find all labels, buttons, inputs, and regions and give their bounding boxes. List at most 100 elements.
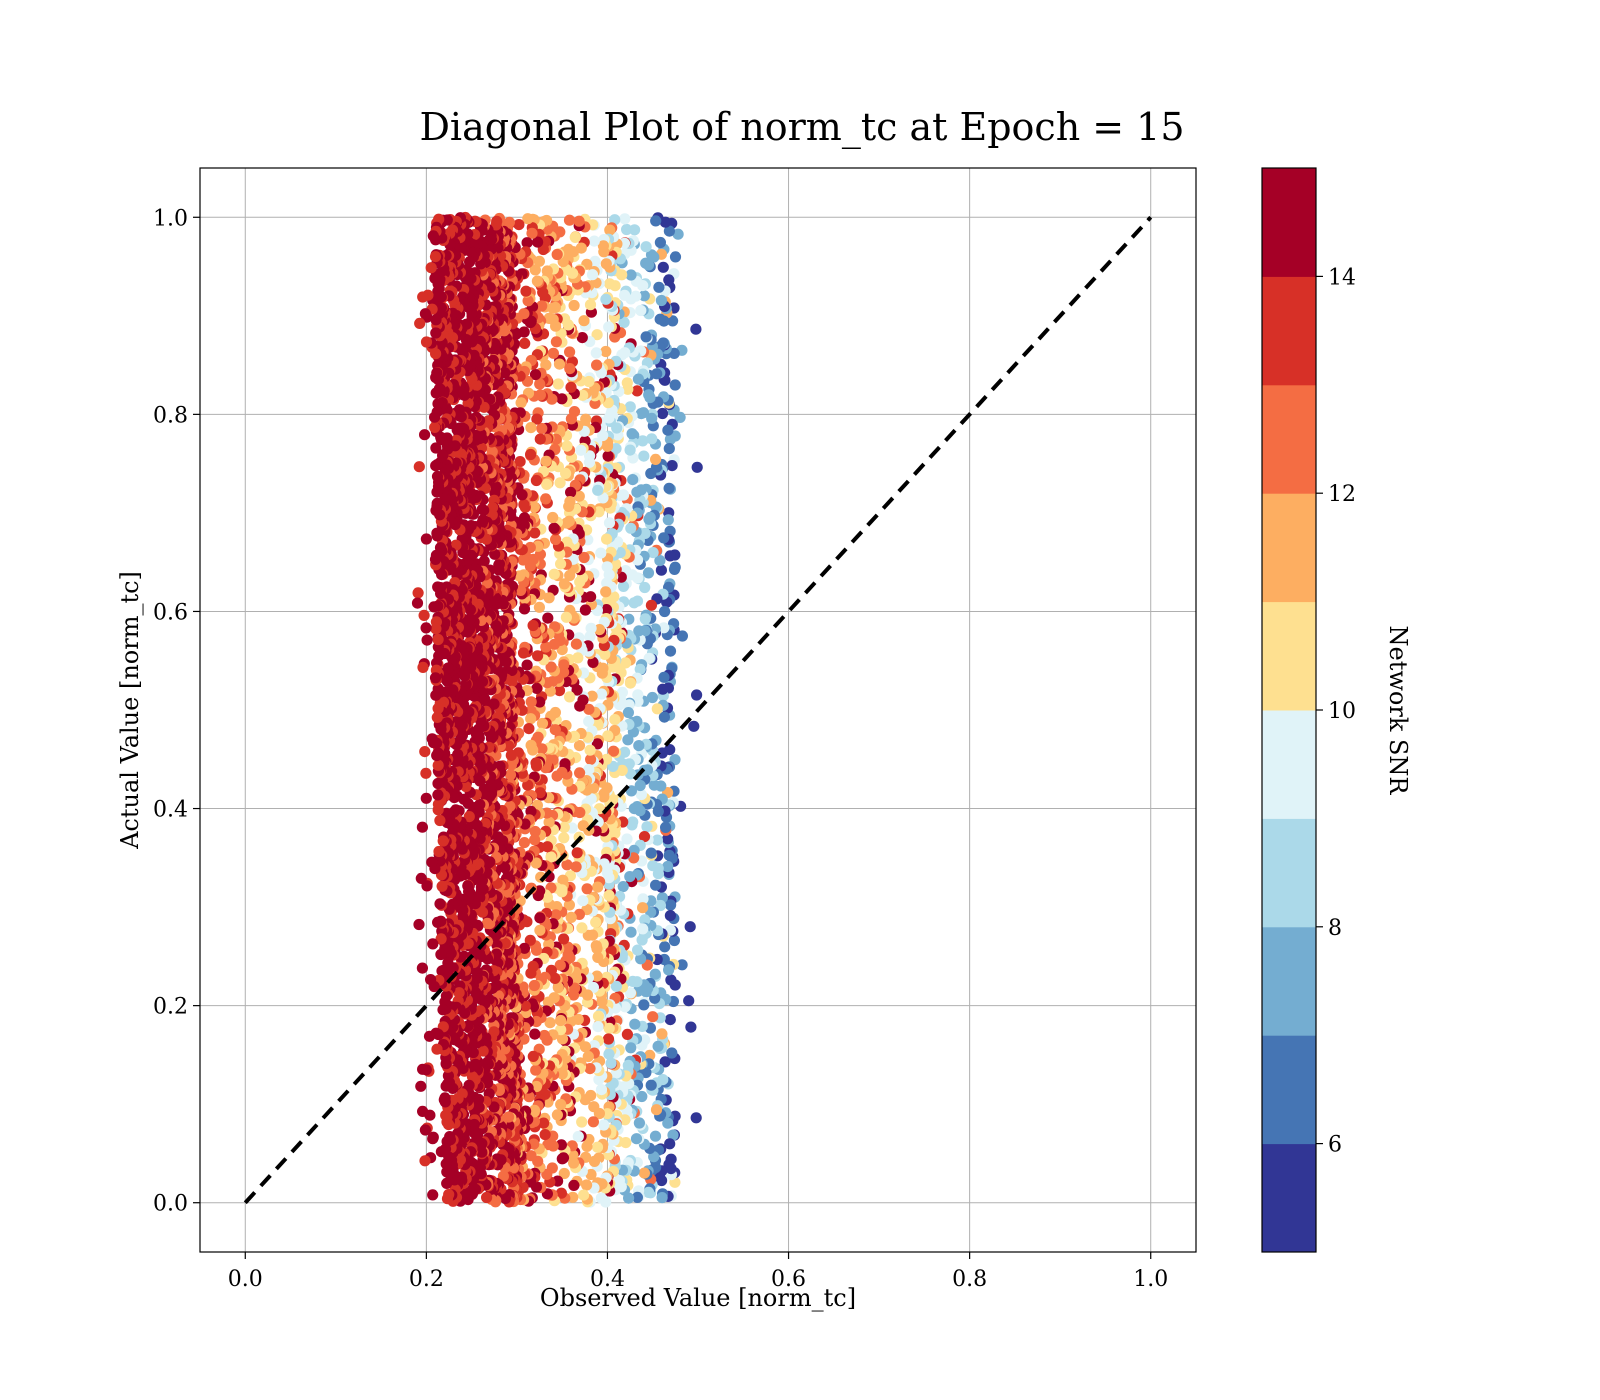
scatter-point [530,757,542,769]
scatter-point [481,917,493,930]
scatter-point [591,1141,604,1153]
scatter-point [622,734,634,746]
scatter-point [600,293,612,305]
scatter-point [650,453,662,465]
scatter-point [662,514,674,526]
scatter-point [609,331,621,343]
scatter-point [550,336,563,348]
scatter-point [518,603,531,615]
scatter-point [635,789,648,801]
scatter-point [581,1179,593,1191]
scatter-point [676,630,689,642]
scatter-point [576,1116,588,1128]
scatter-point [527,1050,539,1062]
scatter-point [672,228,684,240]
scatter-point [641,821,653,833]
scatter-point [664,1014,676,1026]
scatter-point [561,440,573,452]
scatter-point [562,941,574,953]
scatter-point [540,493,552,505]
scatter-point [565,911,577,924]
scatter-point [593,1073,605,1086]
scatter-point [691,461,703,473]
scatter-point [658,671,670,683]
scatter-point [634,779,646,792]
scatter-point [531,413,543,425]
scatter-point [534,912,546,924]
scatter-point [525,705,537,717]
scatter-point [440,1109,452,1121]
scatter-point [528,1106,540,1118]
scatter-point [550,533,562,546]
scatter-point [631,486,643,498]
scatter-point [582,1050,594,1063]
scatter-point [683,995,695,1007]
scatter-point [602,1033,615,1045]
scatter-point [602,450,614,462]
scatter-point [548,568,560,580]
scatter-point [625,522,637,534]
scatter-point [591,329,603,341]
scatter-point [577,895,589,907]
scatter-point [659,941,671,953]
scatter-point [557,874,569,886]
scatter-point [588,1155,601,1167]
scatter-point [603,517,616,529]
scatter-point [627,474,639,486]
scatter-point [632,554,644,566]
scatter-point [555,1187,568,1199]
scatter-point [656,407,669,420]
scatter-point [626,819,638,831]
scatter-point [633,1117,646,1129]
scatter-point [504,769,517,781]
scatter-point [595,547,607,559]
scatter-point [576,332,588,344]
scatter-point [663,482,675,494]
scatter-point [601,561,613,573]
scatter-point [658,532,670,544]
scatter-point [553,685,566,697]
scatter-point [617,580,630,593]
scatter-point [441,1177,453,1189]
scatter-point [644,1049,656,1061]
scatter-point [637,893,649,905]
scatter-point [592,951,604,964]
scatter-point [645,1079,657,1091]
scatter-point [520,285,532,297]
scatter-point [667,315,679,327]
scatter-point [651,703,663,715]
scatter-point [603,889,615,902]
scatter-point [560,611,573,623]
scatter-point [583,456,596,468]
scatter-point [660,821,672,834]
scatter-point [600,604,613,616]
scatter-point [663,964,675,976]
scatter-point [525,696,537,708]
scatter-point [656,1192,668,1204]
scatter-point [583,703,595,715]
scatter-point [619,289,631,301]
scatter-point [663,443,675,455]
scatter-point [438,1094,450,1106]
scatter-point [595,688,608,700]
scatter-point [530,1080,543,1093]
scatter-point [655,564,668,576]
scatter-point [690,1112,702,1124]
scatter-point [570,638,583,650]
scatter-point [657,683,669,695]
scatter-point [632,944,644,956]
scatter-point [584,631,596,643]
scatter-point [648,779,660,791]
scatter-points [411,211,703,1208]
scatter-point [437,1004,449,1016]
scatter-point [568,989,580,1001]
scatter-point [650,1104,663,1116]
scatter-point [542,612,554,624]
scatter-point [540,359,552,371]
scatter-point [654,899,667,912]
scatter-point [601,577,613,589]
scatter-point [574,700,586,712]
scatter-point [604,278,616,290]
scatter-point [530,474,543,487]
